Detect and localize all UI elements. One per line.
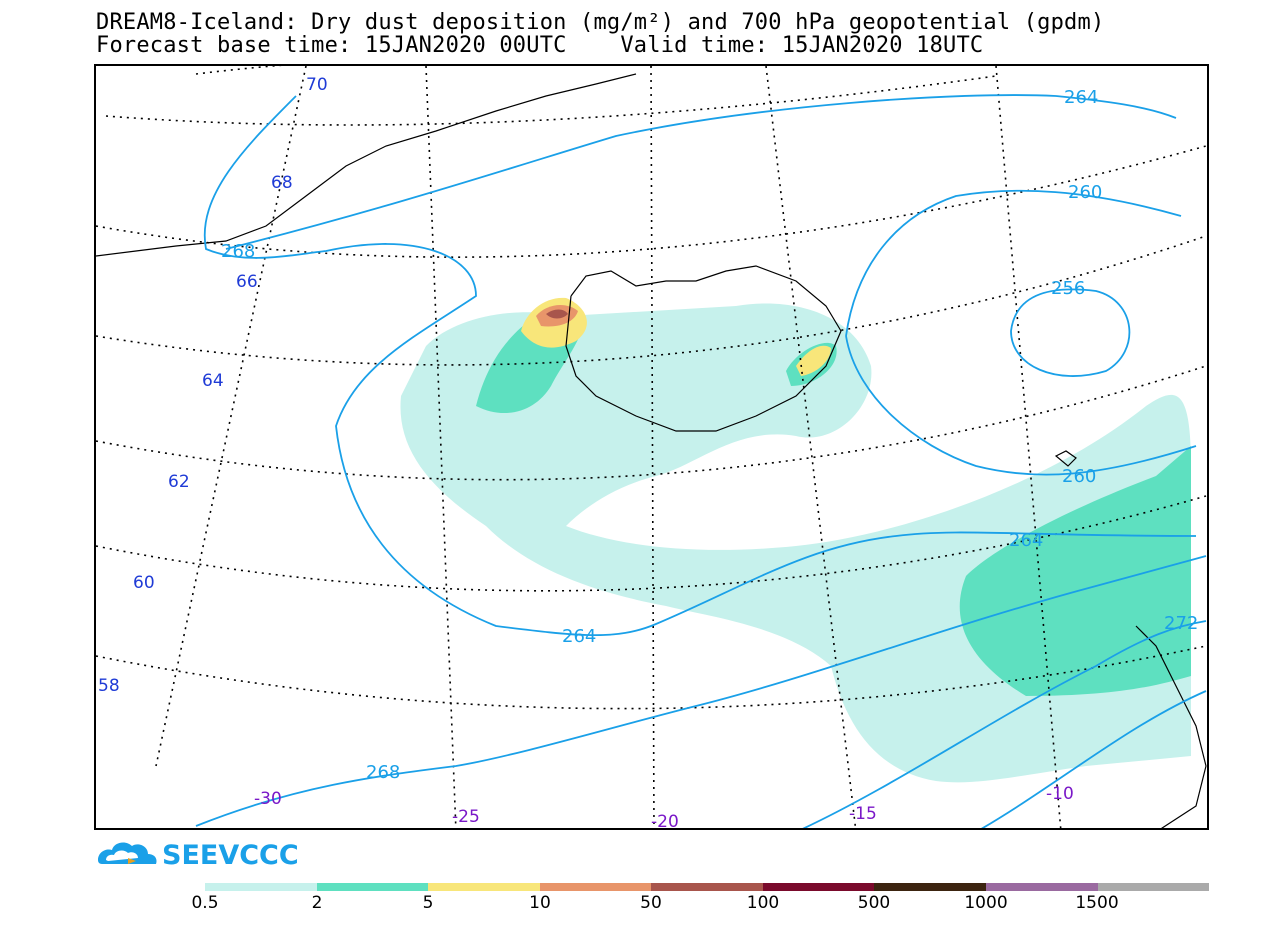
latitude-line-62 (96, 365, 1207, 481)
legend-tick-label: 0.5 (191, 893, 219, 913)
latitude-label-62: 62 (168, 472, 190, 492)
legend-tick-label: 1000 (964, 893, 1008, 913)
latitude-label-66: 66 (236, 272, 258, 292)
map-panel: 70 68 66 64 62 60 58 -30 -25 -20 -15 -10… (94, 64, 1209, 830)
iceland-coast (565, 265, 842, 432)
latitude-line-60 (96, 495, 1207, 592)
latitude-labels: 70 68 66 64 62 60 58 (98, 75, 328, 696)
cloud-logo-icon (98, 842, 157, 864)
latitude-label-70: 70 (306, 75, 328, 95)
legend-swatch (762, 883, 875, 891)
latitude-line-70 (195, 66, 656, 75)
longitude-line-25 (425, 66, 457, 828)
contour-260-ring (845, 335, 1197, 476)
longitude-labels: -30 -25 -20 -15 -10 (254, 784, 1074, 830)
latitude-label-60: 60 (133, 573, 155, 593)
latitude-label-58: 58 (98, 676, 120, 696)
graticule (96, 66, 1207, 828)
longitude-label-15: -15 (849, 804, 877, 824)
coastlines (96, 73, 1207, 828)
contour-label-268-west: 268 (221, 241, 255, 262)
legend-swatch (316, 883, 429, 891)
contour-label-264-east: 264 (1009, 530, 1043, 551)
brand-name: SEEVCCC (162, 840, 299, 871)
longitude-line-20 (650, 66, 655, 828)
legend-swatch (1097, 883, 1210, 891)
dust-area-high-east (796, 345, 831, 376)
map-subtitle-times: Forecast base time: 15JAN2020 00UTC Vali… (96, 33, 984, 58)
longitude-label-25: -25 (452, 807, 480, 827)
dust-area-peak-west-core (546, 309, 568, 319)
contour-label-268-south: 268 (366, 762, 400, 783)
longitude-label-10: -10 (1046, 784, 1074, 804)
longitude-label-20: -20 (651, 812, 679, 830)
legend-swatch (874, 883, 986, 891)
longitude-line-15 (765, 66, 857, 828)
map-canvas: 70 68 66 64 62 60 58 -30 -25 -20 -15 -10… (96, 66, 1207, 830)
legend-tick-label: 2 (311, 893, 323, 913)
contour-268-west (203, 95, 1197, 637)
contour-label-256: 256 (1051, 278, 1085, 299)
legend-swatch (539, 883, 652, 891)
greenland-coast (96, 73, 637, 257)
contour-276-south (981, 690, 1207, 828)
geopotential-contours (195, 94, 1207, 828)
legend-tick-label: 100 (746, 893, 780, 913)
latitude-line-64 (96, 235, 1207, 366)
contour-label-260-east: 260 (1062, 466, 1096, 487)
legend-tick-label: 500 (857, 893, 891, 913)
legend-tick-label: 5 (422, 893, 434, 913)
contour-264-north (225, 94, 1177, 250)
map-title: DREAM8-Iceland: Dry dust deposition (mg/… (96, 10, 1105, 35)
dust-area-medium-east (959, 446, 1191, 696)
longitude-line-30 (155, 66, 307, 767)
longitude-label-30: -30 (254, 789, 282, 809)
legend-tick-label: 1500 (1075, 893, 1119, 913)
latitude-line-68 (105, 75, 997, 126)
contour-label-260-northeast: 260 (1068, 182, 1102, 203)
contour-label-272: 272 (1164, 613, 1198, 634)
contour-272-south (802, 620, 1207, 828)
dust-field-layer (400, 297, 1191, 783)
faroe-islands (1054, 450, 1077, 467)
legend-swatch (985, 883, 1098, 891)
seevccc-logo: SEEVCCC (98, 840, 299, 871)
legend-tick-label: 10 (529, 893, 551, 913)
latitude-label-68: 68 (271, 173, 293, 193)
legend-swatch (428, 883, 540, 891)
legend-swatch (651, 883, 763, 891)
contour-256-low (1010, 288, 1131, 377)
contour-label-264-north: 264 (1064, 87, 1098, 108)
contour-labels: 264 260 256 268 260 264 264 268 272 (221, 87, 1198, 783)
contour-label-264-south: 264 (562, 626, 596, 647)
legend-color-bar (205, 883, 1210, 891)
legend-swatch (205, 883, 317, 891)
contour-268-south (195, 555, 1207, 827)
legend-tick-label: 50 (640, 893, 662, 913)
contour-260-northeast (845, 189, 1182, 337)
legend-labels: 0.5 2 5 10 50 100 500 1000 1500 (0, 893, 1271, 915)
norway-coast (1135, 625, 1207, 828)
latitude-label-64: 64 (202, 371, 224, 391)
